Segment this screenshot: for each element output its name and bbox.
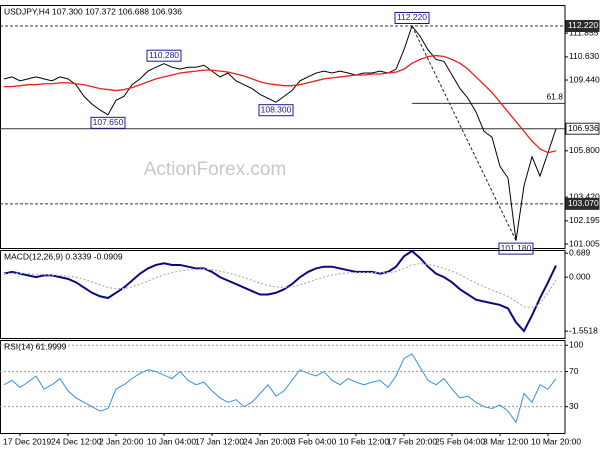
level-label: 112.220 xyxy=(568,20,598,30)
level-box xyxy=(565,19,600,32)
panel-frame xyxy=(0,250,566,339)
watermark: ActionForex.com xyxy=(144,159,287,180)
y-tick-label: 0.000 xyxy=(569,271,591,281)
panel-title: MACD(12,26,9) 0.3339 -0.0909 xyxy=(4,251,123,261)
y-tick-label: 105.800 xyxy=(569,145,600,155)
y-tick-label: 110.630 xyxy=(569,51,599,61)
x-tick-label: 3 Mar 12:00 xyxy=(483,436,529,446)
annotation-box xyxy=(498,242,534,255)
y-tick-label: 103.420 xyxy=(569,191,600,201)
panel-title: RSI(14) 61.9999 xyxy=(4,341,67,351)
y-tick-label: -1.5518 xyxy=(569,325,598,335)
y-tick-label: 101.005 xyxy=(569,238,600,248)
level-box xyxy=(565,122,600,135)
x-tick-label: 10 Jan 04:00 xyxy=(147,436,196,446)
x-tick-label: 24 Jan 20:00 xyxy=(243,436,292,446)
y-tick-label: 102.195 xyxy=(569,215,600,225)
series-line xyxy=(3,24,557,241)
x-tick-label: 10 Feb 12:00 xyxy=(339,436,389,446)
level-box xyxy=(565,197,600,210)
annotation-box xyxy=(146,49,182,62)
panel-frame xyxy=(0,5,566,249)
series-line xyxy=(4,54,557,154)
x-tick-label: 3 Feb 04:00 xyxy=(291,436,337,446)
annotation-label: 107.650 xyxy=(93,117,124,127)
x-tick-label: 10 Mar 20:00 xyxy=(531,436,581,446)
annotation-box xyxy=(394,11,430,24)
fib-label: 61.8 xyxy=(546,92,563,102)
x-tick-label: 25 Feb 04:00 xyxy=(435,436,485,446)
annotation-label: 101.180 xyxy=(501,243,532,253)
series-line xyxy=(3,262,557,309)
level-label: 103.070 xyxy=(568,198,599,208)
panel-title: USDJPY,H4 107.300 107.372 106.688 106.93… xyxy=(4,6,182,16)
x-tick-label: 17 Feb 20:00 xyxy=(387,436,437,446)
x-tick-label: 17 Jan 12:00 xyxy=(195,436,244,446)
series-line xyxy=(3,249,557,333)
x-tick-label: 17 Dec 2019 xyxy=(3,436,51,446)
y-tick-label: 70 xyxy=(569,366,579,376)
panel-frame xyxy=(0,340,566,434)
annotation-box xyxy=(258,104,294,117)
y-tick-label: 109.440 xyxy=(569,74,600,84)
annotation-box xyxy=(90,116,126,129)
series-line xyxy=(3,353,557,424)
y-tick-label: 30 xyxy=(569,401,579,411)
x-tick-label: 2 Jan 20:00 xyxy=(99,436,144,446)
y-tick-label: 100 xyxy=(569,340,583,350)
x-tick-label: 24 Dec 12:00 xyxy=(51,436,102,446)
y-tick-label: 111.855 xyxy=(569,27,599,37)
y-tick-label: 0.689 xyxy=(569,247,591,257)
annotation-label: 110.280 xyxy=(149,50,179,60)
annotation-label: 108.300 xyxy=(261,104,292,114)
annotation-label: 112.220 xyxy=(397,12,427,22)
level-label: 106.936 xyxy=(568,123,599,133)
